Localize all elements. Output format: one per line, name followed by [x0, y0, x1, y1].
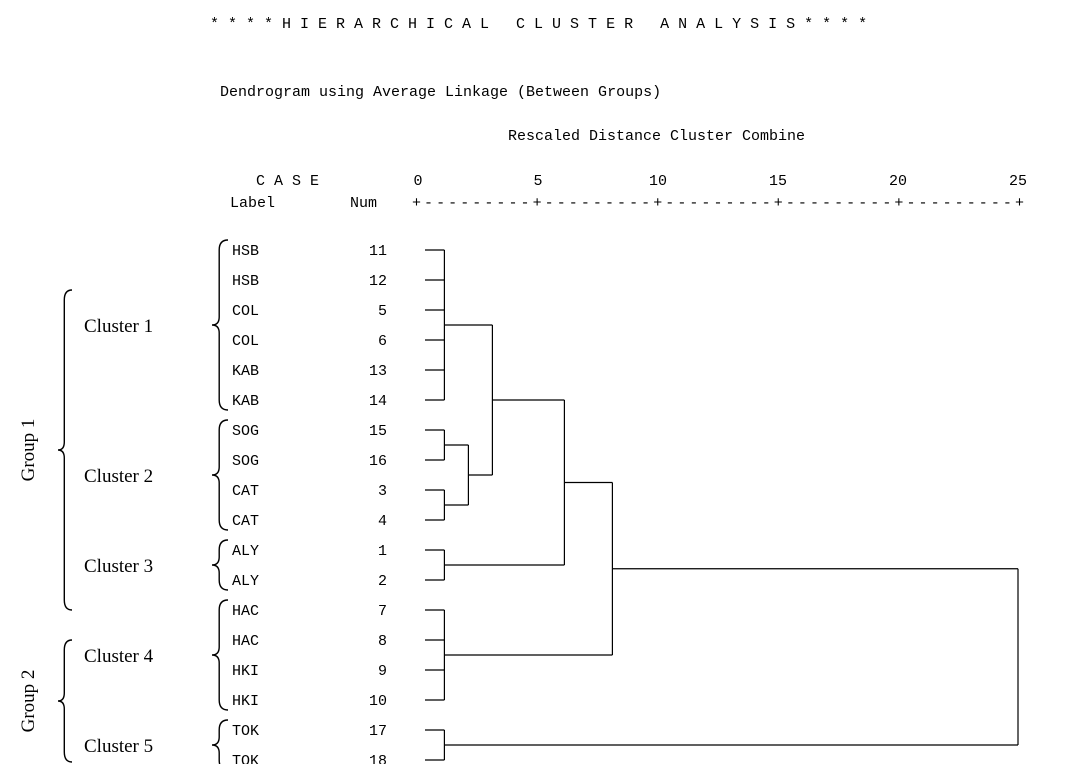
leaf-num: 15 — [369, 423, 387, 440]
leaf-label: SOG — [232, 423, 259, 440]
x-tick-10: 10 — [649, 173, 667, 190]
leaf-label: CAT — [232, 483, 259, 500]
leaf-num: 6 — [378, 333, 387, 350]
dendrogram-links — [425, 249, 1019, 761]
leaf-label: KAB — [232, 363, 259, 380]
leaf-label: TOK — [232, 753, 259, 764]
leaf-num: 4 — [378, 513, 387, 530]
group-label: Group 1 — [18, 419, 39, 482]
leaf-num: 9 — [378, 663, 387, 680]
cluster-brace — [211, 539, 229, 591]
leaf-num: 17 — [369, 723, 387, 740]
leaf-label: HKI — [232, 693, 259, 710]
leaf-label: TOK — [232, 723, 259, 740]
leaf-num: 14 — [369, 393, 387, 410]
label-column-header: Label — [230, 195, 275, 212]
x-tick-15: 15 — [769, 173, 787, 190]
leaf-label: SOG — [232, 453, 259, 470]
leaf-num: 8 — [378, 633, 387, 650]
leaf-label: HAC — [232, 603, 259, 620]
x-tick-0: 0 — [413, 173, 422, 190]
case-header: C A S E — [256, 173, 319, 190]
leaf-label: COL — [232, 333, 259, 350]
leaf-num: 10 — [369, 693, 387, 710]
group-brace — [57, 289, 73, 611]
leaf-label: HSB — [232, 243, 259, 260]
leaf-num: 2 — [378, 573, 387, 590]
axis-label: Rescaled Distance Cluster Combine — [508, 128, 805, 145]
cluster-label: Cluster 5 — [84, 736, 153, 757]
leaf-num: 3 — [378, 483, 387, 500]
leaf-num: 11 — [369, 243, 387, 260]
leaf-num: 13 — [369, 363, 387, 380]
cluster-label: Cluster 3 — [84, 556, 153, 577]
x-tick-labels: 0 5 10 15 20 25 — [413, 173, 1027, 190]
leaf-num: 12 — [369, 273, 387, 290]
num-column-header: Num — [350, 195, 377, 212]
cluster-brace — [211, 239, 229, 411]
leaf-num: 18 — [369, 753, 387, 764]
x-tick-5: 5 — [533, 173, 542, 190]
leaf-num: 16 — [369, 453, 387, 470]
leaf-label: HAC — [232, 633, 259, 650]
leaf-num: 5 — [378, 303, 387, 320]
group-label: Group 2 — [18, 670, 39, 733]
leaf-label: COL — [232, 303, 259, 320]
cluster-brace — [211, 599, 229, 711]
distance-ruler: +---------+---------+---------+---------… — [412, 195, 1024, 212]
cluster-braces: Cluster 1 Cluster 2 Cluster 3 Cluster 4 Clus… — [18, 239, 229, 764]
group-brace — [57, 639, 73, 763]
figure-title: * * * * H I E R A R C H I C A L C L U S … — [210, 16, 867, 33]
x-tick-20: 20 — [889, 173, 907, 190]
leaf-label: ALY — [232, 543, 259, 560]
cluster-brace — [211, 719, 229, 764]
leaf-label: CAT — [232, 513, 259, 530]
leaf-num: 1 — [378, 543, 387, 560]
x-tick-25: 25 — [1009, 173, 1027, 190]
leaf-label: HKI — [232, 663, 259, 680]
cluster-label: Cluster 2 — [84, 466, 153, 487]
figure-subtitle: Dendrogram using Average Linkage (Betwee… — [220, 84, 661, 101]
leaf-num: 7 — [378, 603, 387, 620]
leaf-label: ALY — [232, 573, 259, 590]
cluster-label: Cluster 4 — [84, 646, 154, 667]
leaf-label: HSB — [232, 273, 259, 290]
cluster-brace — [211, 419, 229, 531]
cluster-label: Cluster 1 — [84, 316, 153, 337]
leaf-label: KAB — [232, 393, 259, 410]
